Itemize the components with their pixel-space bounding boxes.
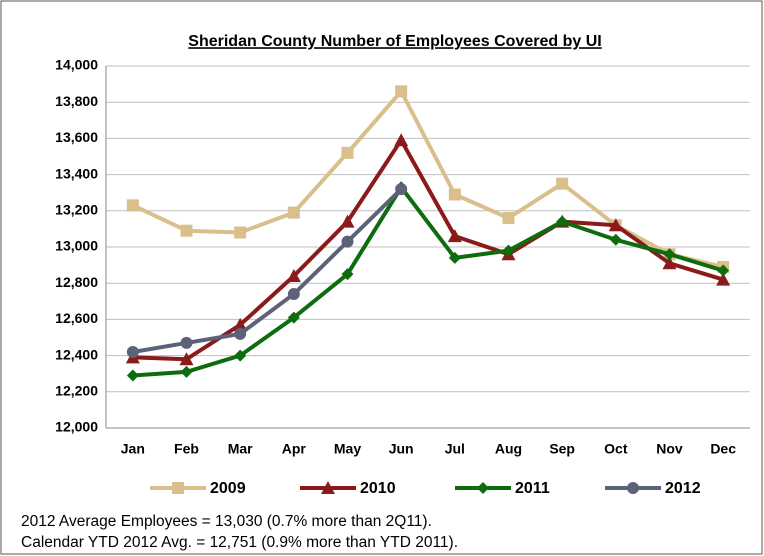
x-tick-label: Sep bbox=[549, 441, 575, 457]
data-point bbox=[394, 133, 409, 147]
data-point bbox=[341, 235, 354, 248]
data-point bbox=[609, 233, 622, 246]
legend-label: 2010 bbox=[360, 480, 396, 497]
y-tick-label: 12,600 bbox=[55, 310, 98, 326]
data-point bbox=[341, 268, 354, 281]
data-point bbox=[126, 199, 139, 212]
x-tick-label: Mar bbox=[228, 441, 253, 457]
data-point bbox=[608, 218, 623, 232]
note: Calendar YTD 2012 Avg. = 12,751 (0.9% mo… bbox=[21, 534, 458, 551]
series-line bbox=[132, 187, 403, 354]
legend-label: 2011 bbox=[515, 480, 550, 497]
x-tick-label: Jan bbox=[121, 441, 145, 457]
y-tick-label: 14,000 bbox=[55, 57, 98, 73]
data-point bbox=[341, 146, 354, 159]
data-point bbox=[340, 214, 355, 228]
data-point bbox=[662, 256, 677, 270]
data-point bbox=[234, 226, 247, 239]
data-point bbox=[180, 224, 193, 237]
y-tick-label: 13,800 bbox=[55, 93, 98, 109]
data-point bbox=[287, 311, 300, 324]
data-point bbox=[180, 365, 193, 378]
data-point bbox=[502, 212, 515, 225]
y-tick-label: 13,000 bbox=[55, 238, 98, 254]
data-point bbox=[233, 317, 248, 331]
data-point bbox=[448, 251, 461, 264]
data-point bbox=[716, 272, 731, 286]
legend-marker bbox=[321, 481, 335, 494]
y-tick-label: 12,200 bbox=[55, 383, 98, 399]
y-tick-label: 12,400 bbox=[55, 346, 98, 362]
x-tick-label: Oct bbox=[604, 441, 628, 457]
x-tick-label: Dec bbox=[710, 441, 736, 457]
data-point bbox=[717, 264, 730, 277]
data-point bbox=[556, 215, 569, 228]
data-point bbox=[395, 183, 408, 196]
data-point bbox=[663, 248, 676, 261]
data-point bbox=[180, 336, 193, 349]
data-point bbox=[287, 206, 300, 219]
x-tick-label: Feb bbox=[174, 441, 199, 457]
legend-marker bbox=[627, 482, 639, 494]
x-tick-label: Apr bbox=[282, 441, 307, 457]
legend-marker bbox=[477, 482, 489, 494]
series-line bbox=[132, 185, 724, 378]
series-line bbox=[132, 138, 724, 362]
legend-label: 2012 bbox=[665, 480, 701, 497]
y-tick-label: 13,200 bbox=[55, 202, 98, 218]
x-tick-label: Jun bbox=[389, 441, 414, 457]
y-tick-label: 12,000 bbox=[55, 419, 98, 435]
data-point bbox=[234, 327, 247, 340]
data-point bbox=[556, 177, 569, 190]
legend-label: 2009 bbox=[210, 480, 246, 497]
data-point bbox=[448, 188, 461, 201]
chart-title: Sheridan County Number of Employees Cove… bbox=[188, 33, 601, 50]
x-tick-label: Jul bbox=[445, 441, 465, 457]
data-point bbox=[502, 244, 515, 257]
x-tick-label: May bbox=[334, 441, 361, 457]
data-point bbox=[234, 349, 247, 362]
data-point bbox=[287, 288, 300, 301]
x-tick-label: Nov bbox=[656, 441, 683, 457]
note: 2012 Average Employees = 13,030 (0.7% mo… bbox=[21, 513, 432, 530]
legend-marker bbox=[172, 482, 184, 494]
data-point bbox=[179, 352, 194, 366]
y-tick-label: 13,400 bbox=[55, 165, 98, 181]
data-point bbox=[395, 85, 408, 98]
data-point bbox=[126, 345, 139, 358]
y-tick-label: 13,600 bbox=[55, 129, 98, 145]
y-tick-label: 12,800 bbox=[55, 274, 98, 290]
data-point bbox=[447, 229, 462, 243]
data-point bbox=[126, 369, 139, 382]
x-tick-label: Aug bbox=[495, 441, 522, 457]
data-point bbox=[286, 268, 301, 282]
